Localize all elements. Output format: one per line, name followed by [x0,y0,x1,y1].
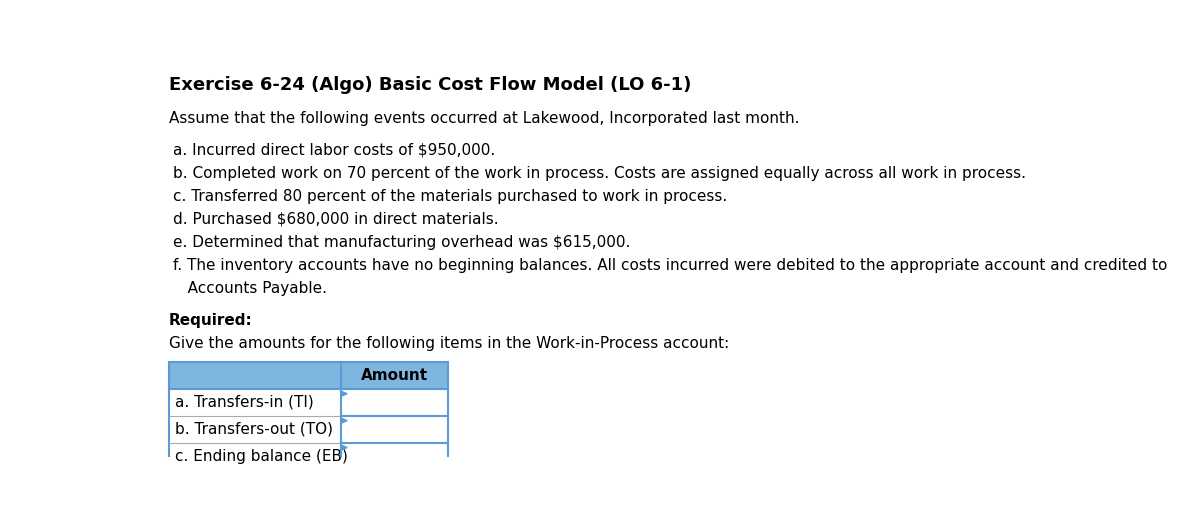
Text: Exercise 6-24 (Algo) Basic Cost Flow Model (LO 6-1): Exercise 6-24 (Algo) Basic Cost Flow Mod… [168,76,691,94]
Bar [341,389,448,416]
Text: Amount: Amount [360,368,427,383]
Bar [341,416,448,443]
Text: b. Completed work on 70 percent of the work in process. Costs are assigned equal: b. Completed work on 70 percent of the w… [173,166,1026,181]
Text: a. Transfers-in (TI): a. Transfers-in (TI) [175,395,314,410]
Text: Give the amounts for the following items in the Work-in-Process account:: Give the amounts for the following items… [168,336,728,352]
Text: e. Determined that manufacturing overhead was $615,000.: e. Determined that manufacturing overhea… [173,234,631,250]
Bar [168,362,448,470]
Text: b. Transfers-out (TO): b. Transfers-out (TO) [175,422,334,437]
Bar [168,389,341,416]
Text: Assume that the following events occurred at Lakewood, Incorporated last month.: Assume that the following events occurre… [168,111,799,126]
Polygon shape [342,391,347,396]
Text: a. Incurred direct labor costs of $950,000.: a. Incurred direct labor costs of $950,0… [173,143,496,158]
Text: Required:: Required: [168,314,252,328]
Polygon shape [342,418,347,423]
Bar [168,443,341,470]
Bar [168,416,341,443]
Text: f. The inventory accounts have no beginning balances. All costs incurred were de: f. The inventory accounts have no beginn… [173,258,1168,272]
Bar [341,443,448,470]
Text: Accounts Payable.: Accounts Payable. [173,281,328,296]
Text: d. Purchased $680,000 in direct materials.: d. Purchased $680,000 in direct material… [173,212,499,227]
Bar [168,362,448,389]
Text: c. Transferred 80 percent of the materials purchased to work in process.: c. Transferred 80 percent of the materia… [173,189,727,204]
Text: c. Ending balance (EB): c. Ending balance (EB) [175,449,348,464]
Polygon shape [342,445,347,450]
